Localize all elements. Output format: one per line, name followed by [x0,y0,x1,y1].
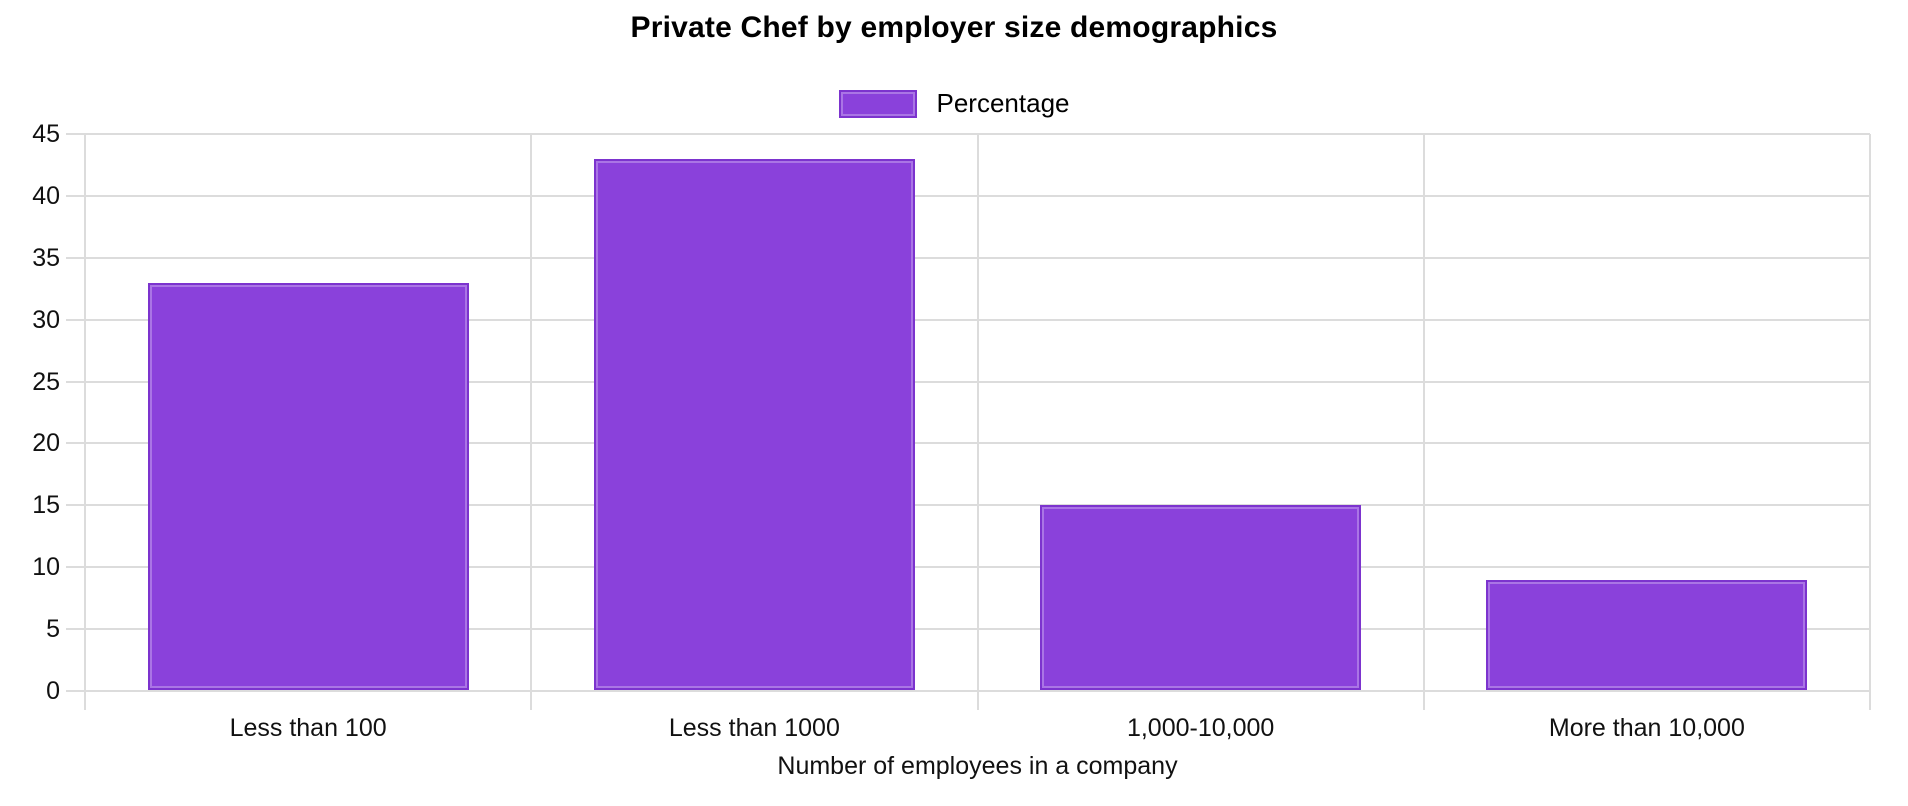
legend-item-percentage[interactable]: Percentage [838,88,1070,119]
h-gridline [66,628,1870,631]
x-axis-category-label: More than 10,000 [1548,714,1745,742]
h-gridline [66,194,1870,197]
h-gridline [66,133,1870,135]
x-axis-category-label: 1,000-10,000 [1126,714,1275,742]
y-axis-tick-label: 0 [46,677,60,705]
x-axis-title: Number of employees in a company [777,752,1178,780]
h-gridline [66,690,1870,692]
y-axis-line [84,134,86,710]
bar-1-000-10-000[interactable] [1040,505,1362,690]
legend: Percentage [0,88,1908,119]
y-axis-tick-label: 45 [32,120,60,148]
y-axis-tick-label: 20 [32,429,60,458]
h-gridline [66,442,1870,445]
y-axis-tick-label: 10 [32,553,60,582]
h-gridline [66,566,1870,569]
bar-more-than-10-000[interactable] [1486,579,1808,690]
v-gridline [1422,134,1425,710]
y-axis-tick-label: 35 [32,243,60,272]
bar-less-than-1000[interactable] [593,158,915,690]
v-gridline [976,134,979,710]
chart-title: Private Chef by employer size demographi… [630,11,1278,44]
h-gridline [66,256,1870,259]
legend-label: Percentage [936,88,1070,118]
y-axis-tick-label: 15 [32,491,60,520]
y-axis-tick-label: 25 [32,367,60,396]
x-axis-category-label: Less than 1000 [668,714,840,742]
x-axis-category-label: Less than 100 [229,714,387,742]
h-gridline [66,504,1870,507]
y-axis-tick-label: 40 [32,181,60,210]
legend-swatch-icon [838,89,917,118]
y-axis-tick-label: 30 [32,305,60,334]
h-gridline [66,318,1870,321]
y-axis-tick-label: 5 [46,615,60,644]
v-gridline [1869,134,1871,710]
v-gridline [530,134,533,710]
h-gridline [66,380,1870,383]
bar-less-than-100[interactable] [147,282,469,690]
